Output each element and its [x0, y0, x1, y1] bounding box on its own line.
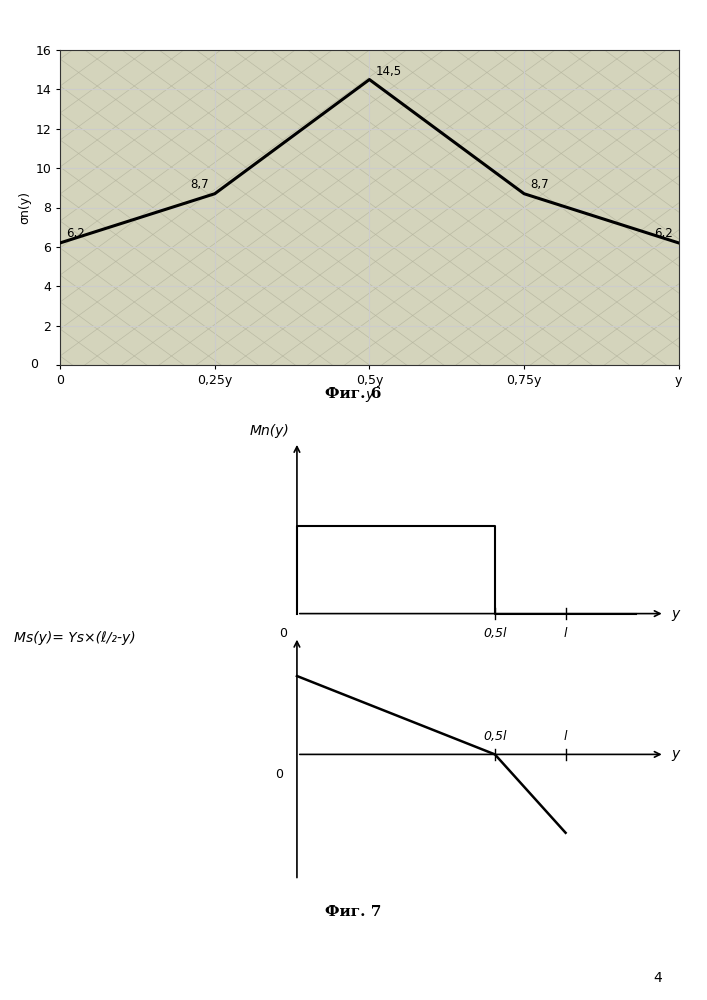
Text: l: l — [564, 730, 567, 743]
Text: 0: 0 — [279, 627, 287, 640]
Text: Ms(y)= Ys×(ℓ/₂-y): Ms(y)= Ys×(ℓ/₂-y) — [14, 631, 136, 645]
Text: Mn(y): Mn(y) — [250, 424, 290, 438]
Text: l: l — [564, 627, 567, 640]
Text: Фиг. 7: Фиг. 7 — [325, 905, 382, 919]
Text: 6,2: 6,2 — [66, 227, 85, 240]
X-axis label: y: y — [366, 388, 373, 402]
Text: 6,2: 6,2 — [654, 227, 672, 240]
Text: 0: 0 — [275, 768, 283, 781]
Text: 14,5: 14,5 — [375, 65, 402, 78]
Y-axis label: σn(y): σn(y) — [18, 191, 31, 224]
Text: 0: 0 — [30, 359, 38, 371]
Text: 8,7: 8,7 — [530, 178, 549, 191]
Text: Фиг. 6: Фиг. 6 — [325, 387, 382, 401]
Text: 8,7: 8,7 — [190, 178, 209, 191]
Text: 0,5l: 0,5l — [483, 627, 507, 640]
Text: y: y — [672, 607, 680, 621]
Text: 0,5l: 0,5l — [483, 730, 507, 743]
Text: y: y — [672, 747, 680, 761]
Text: 4: 4 — [653, 971, 662, 985]
